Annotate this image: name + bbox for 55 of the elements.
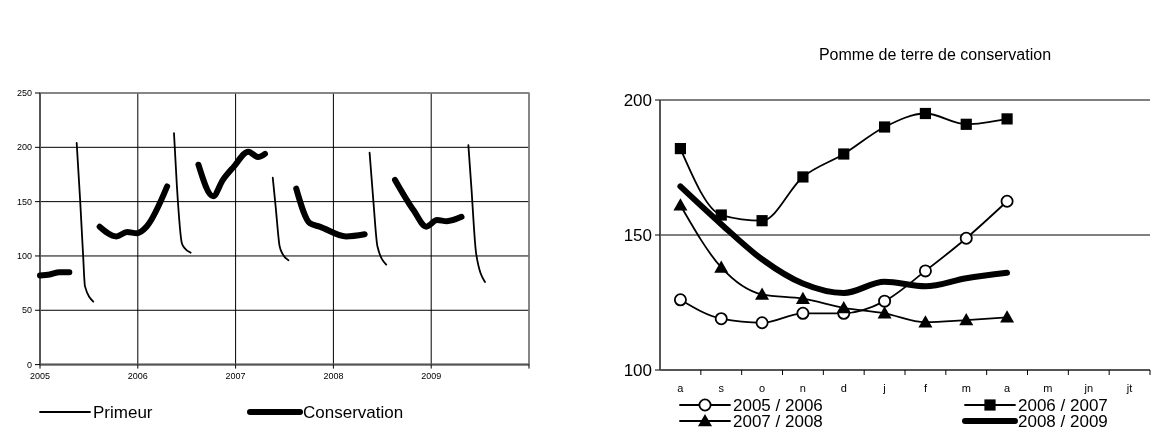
y-tick-label: 100 [16, 251, 32, 262]
point [878, 294, 892, 308]
point [756, 215, 768, 227]
point [715, 209, 727, 221]
point [755, 287, 770, 300]
x-tick-label: a [677, 382, 685, 394]
point [714, 312, 728, 326]
y-tick-label: 150 [623, 225, 652, 245]
y-tick-label: 200 [16, 142, 32, 153]
point [960, 118, 972, 130]
point [796, 306, 810, 320]
x-tick-label: m [961, 382, 971, 394]
y-tick-label: 0 [26, 359, 32, 370]
x-tick-label: o [759, 382, 766, 394]
x-tick-label: 2009 [421, 370, 442, 381]
y-tick-label: 50 [21, 305, 32, 316]
point [795, 291, 810, 304]
x-tick-label: a [1004, 382, 1012, 394]
chart-title: Pomme de terre de conservation [818, 46, 1052, 63]
point [959, 231, 973, 245]
x-tick-label: d [840, 382, 847, 394]
point [877, 306, 892, 319]
point [1001, 113, 1013, 125]
legend-label: Conservation [303, 402, 404, 422]
point [836, 300, 851, 314]
point [673, 293, 687, 307]
point [1000, 310, 1015, 323]
point [674, 143, 687, 155]
x-tick-label: j [882, 382, 886, 394]
point [838, 148, 850, 160]
y-tick-label: 200 [623, 90, 652, 110]
legend-label: Primeur [93, 402, 153, 422]
point [878, 121, 891, 133]
point [1000, 194, 1014, 208]
point [673, 198, 688, 211]
y-tick-label: 100 [623, 360, 652, 380]
x-tick-label: m [1043, 382, 1053, 394]
x-tick-label: jn [1083, 382, 1094, 394]
point [755, 316, 769, 330]
point [797, 171, 809, 183]
x-tick-label: 2008 [323, 370, 344, 381]
point [919, 107, 932, 120]
point [959, 313, 974, 326]
x-tick-label: 2007 [225, 370, 246, 381]
y-tick-label: 250 [16, 88, 32, 99]
x-tick-label: f [923, 382, 928, 394]
point [714, 260, 729, 273]
point [918, 264, 932, 278]
x-tick-label: 2006 [127, 370, 148, 381]
x-tick-label: jt [1125, 382, 1133, 394]
x-tick-label: 2005 [29, 370, 51, 381]
y-tick-label: 150 [16, 196, 32, 207]
x-tick-label: s [718, 382, 725, 394]
x-tick-label: n [799, 382, 806, 394]
point [918, 315, 933, 328]
